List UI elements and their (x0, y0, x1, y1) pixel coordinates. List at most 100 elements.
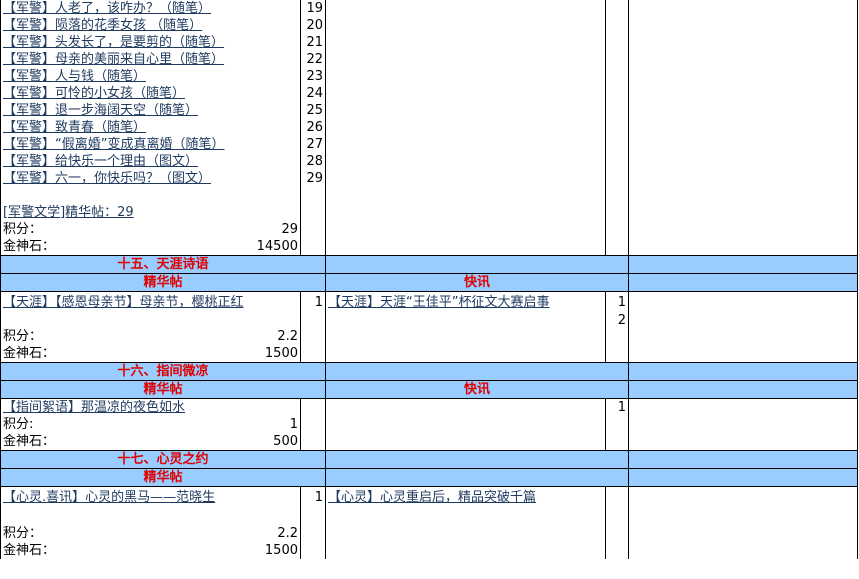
cell: 【军警】六一，你快乐吗？（图文） (0, 170, 301, 187)
post-link: 【军警】致青春（随笔） (3, 120, 147, 135)
cell (605, 85, 629, 102)
cell (325, 119, 606, 136)
cell: 【心灵】心灵重启后，精品突破千篇 (325, 486, 606, 508)
cell: 【军警】致青春（随笔） (0, 119, 301, 136)
cell: 【军警】人老了，该咋办？（随笔） (0, 0, 301, 17)
cell (605, 486, 629, 508)
row: 【军警】可怜的小女孩（随笔） 24 (0, 85, 858, 102)
cell (325, 345, 606, 363)
cell (300, 328, 326, 345)
cell (628, 68, 858, 85)
post-number: 1 (314, 295, 323, 310)
cell (605, 119, 629, 136)
score-wrap: 金神石： 14500 (3, 238, 298, 255)
cell (300, 204, 326, 221)
score-label: 积分： (3, 222, 43, 237)
cell (628, 542, 858, 559)
cell: 【军警】给快乐一个理由（图文） (0, 153, 301, 170)
score-value: 1500 (264, 543, 298, 558)
post-number: 27 (306, 137, 323, 152)
cell (628, 0, 858, 17)
score-label: 积分： (3, 526, 43, 541)
score-label: 金神石： (3, 543, 56, 558)
row: [军警文学]精华帖：29 (0, 204, 858, 221)
cell (325, 328, 606, 345)
score-cell: 积分: 1 (0, 416, 301, 433)
row: 【军警】退一步海阔天空（随笔） 25 (0, 102, 858, 119)
row: 【军警】头发长了，是要剪的（随笔） 21 (0, 34, 858, 51)
cell (605, 17, 629, 34)
row: 精华帖 快讯 (0, 273, 858, 292)
score-label: 积分： (3, 329, 43, 344)
score-value: 2.2 (277, 329, 298, 344)
cell (605, 416, 629, 433)
row: 【军警】致青春（随笔） 26 (0, 119, 858, 136)
score-label: 积分: (3, 417, 34, 432)
cell: 1 (605, 291, 629, 313)
cell (628, 153, 858, 170)
score-wrap: 积分： 29 (3, 221, 298, 238)
cell: 【军警】“假离婚”变成真离婚（随笔） (0, 136, 301, 153)
cell: 【天涯】【感恩母亲节】母亲节，樱桃正红 (0, 291, 301, 313)
row: 十六、指间微凉 (0, 362, 858, 381)
score-wrap: 金神石： 500 (3, 433, 298, 450)
post-link: 【军警】母亲的美丽来自心里（随笔） (3, 52, 225, 67)
cell (300, 416, 326, 433)
score-cell: 积分： 2.2 (0, 525, 301, 542)
cell (300, 508, 326, 525)
row: 【指间絮语】那温凉的夜色如水 1 (0, 398, 858, 416)
row: 2 (0, 313, 858, 328)
cell (605, 0, 629, 17)
cell (605, 187, 629, 204)
cell: 【军警】陨落的花季女孩 （随笔） (0, 17, 301, 34)
row: 金神石： 1500 (0, 345, 858, 363)
cell: 27 (300, 136, 326, 153)
cell: 23 (300, 68, 326, 85)
header-text: 快讯 (463, 275, 490, 290)
row: 【天涯】【感恩母亲节】母亲节，樱桃正红 1 【天涯】天涯“王佳平”杯征文大赛启事 1 (0, 291, 858, 313)
cell: [军警文学]精华帖：29 (0, 204, 301, 221)
header-cell (325, 468, 629, 487)
cell: 【军警】可怜的小女孩（随笔） (0, 85, 301, 102)
header-cell (628, 273, 858, 292)
row: 十五、天涯诗语 (0, 255, 858, 274)
row: 金神石： 14500 (0, 238, 858, 256)
score-cell: 金神石： 1500 (0, 542, 301, 559)
score-cell: 金神石： 500 (0, 433, 301, 451)
cell (628, 34, 858, 51)
cell (605, 34, 629, 51)
score-value: 500 (273, 434, 298, 449)
header-text: 快讯 (463, 382, 490, 397)
post-link: 【军警】头发长了，是要剪的（随笔） (3, 35, 225, 50)
cell: 2 (605, 313, 629, 328)
cell (605, 328, 629, 345)
section-header: 十五、天涯诗语 (0, 255, 326, 274)
cell (628, 221, 858, 238)
cell (605, 508, 629, 525)
row: 【军警】人老了，该咋办？（随笔） 19 (0, 0, 858, 17)
score-cell: 积分： 2.2 (0, 328, 301, 345)
section-header: 十六、指间微凉 (0, 362, 326, 381)
post-number: 21 (306, 35, 323, 50)
post-link: 【军警】人与钱（随笔） (3, 69, 147, 84)
cell (300, 221, 326, 238)
cell (325, 542, 606, 559)
cell: 【军警】退一步海阔天空（随笔） (0, 102, 301, 119)
cell (300, 238, 326, 256)
cell (0, 187, 301, 204)
cell (0, 313, 301, 328)
section-header: 精华帖 (0, 380, 326, 399)
score-value: 1 (289, 417, 298, 432)
header-text: 十五、天涯诗语 (117, 257, 209, 272)
cell (605, 238, 629, 256)
header-text: 十六、指间微凉 (117, 364, 209, 379)
cell (605, 204, 629, 221)
header-text: 十七、心灵之约 (117, 452, 209, 467)
spreadsheet: 【军警】人老了，该咋办？（随笔） 19 【军警】陨落的花季女孩 （随笔） 20 【军警】… (0, 0, 858, 559)
cell (325, 525, 606, 542)
score-value: 2.2 (277, 526, 298, 541)
post-link: 【军警】给快乐一个理由（图文） (3, 154, 199, 169)
cell: 26 (300, 119, 326, 136)
score-label: 金神石： (3, 346, 56, 361)
section-header: 精华帖 (0, 468, 326, 487)
